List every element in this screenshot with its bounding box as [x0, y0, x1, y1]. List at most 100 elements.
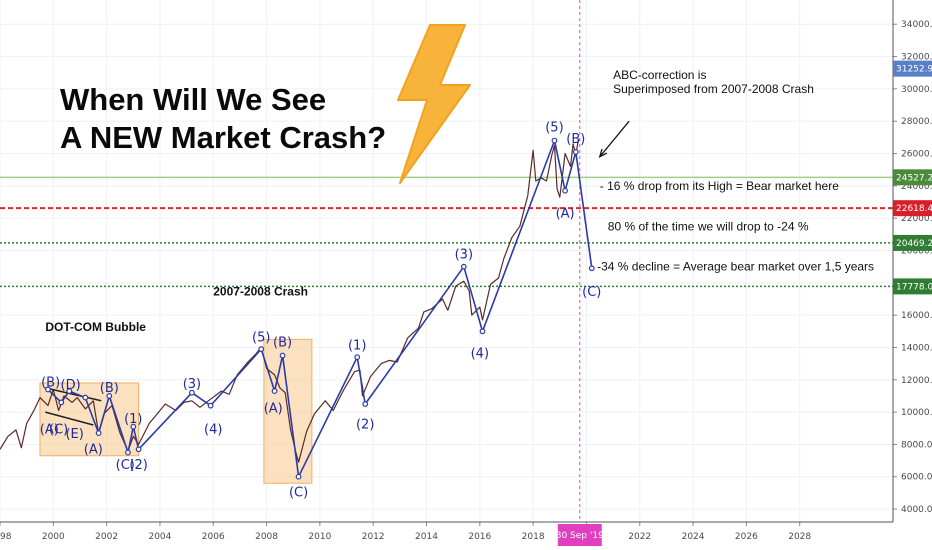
- y-tick-label: 32000.00: [901, 53, 932, 63]
- wave-label: (B): [100, 381, 119, 396]
- wave-node: [66, 388, 73, 394]
- current-price-label: 31252.90: [896, 65, 932, 75]
- y-tick-label: 12000.00: [901, 376, 932, 386]
- highlight-boxes: [39, 338, 313, 484]
- wave-label: (A): [40, 422, 59, 437]
- lightning-bolt-icon: [397, 24, 471, 184]
- x-tick-label: 1998: [0, 532, 12, 542]
- highlight-box: [39, 382, 140, 457]
- price-level-label: 24527.27: [896, 173, 932, 183]
- price-level-label: 17778.02: [896, 282, 932, 292]
- x-tick-label: 2002: [95, 532, 118, 542]
- chart-title-line-2: A NEW Market Crash?: [60, 120, 386, 155]
- wave-node: [295, 473, 302, 480]
- y-tick-label: 22000.00: [901, 214, 932, 224]
- annotation-arrow: [599, 120, 630, 158]
- wave-node: [135, 446, 142, 453]
- wave-count: (B) (D)(A)(C)(E)(B)(1)(A)(C)(2)(3)(4)(5)(…: [40, 120, 602, 500]
- wave-node: [551, 137, 558, 144]
- wave-label: (2): [129, 458, 147, 473]
- x-tick-label: 2006: [202, 532, 225, 542]
- x-tick-label: 2000: [42, 532, 65, 542]
- x-tick-label: 2014: [415, 532, 438, 542]
- arrow-head: [598, 148, 608, 159]
- current-price-badge: [893, 60, 932, 77]
- x-tick-label: 2012: [362, 532, 385, 542]
- y-tick-label: 30000.00: [901, 85, 932, 95]
- x-tick-label: 2010: [308, 532, 331, 542]
- wave-label: (A): [264, 401, 283, 416]
- annotation-text: -34 % decline = Average bear market over…: [597, 259, 874, 273]
- wave-label: (5): [545, 120, 563, 135]
- wave-node: [562, 187, 569, 194]
- wave-label: (5): [252, 330, 270, 345]
- wave-label: (D): [61, 378, 81, 393]
- wave-label: (4): [204, 422, 222, 437]
- channel-trendline: [45, 387, 102, 402]
- wave-node: [362, 401, 369, 407]
- wave-node: [189, 389, 195, 396]
- annotation-text: DOT-COM Bubble: [45, 320, 146, 334]
- channel-trendline: [45, 411, 94, 426]
- wave-label: (E): [65, 427, 83, 442]
- price-level-badge: [893, 169, 932, 186]
- date-marker-badge: [557, 524, 602, 546]
- annotation-text: - 16 % drop from its High = Bear market …: [600, 179, 839, 193]
- wave-label: (1): [124, 412, 142, 427]
- price-level-label: 20469.23: [896, 239, 932, 249]
- y-tick-label: 4000.00: [901, 505, 932, 515]
- wave-node: [258, 346, 265, 352]
- wave-label: (A): [84, 442, 103, 457]
- y-tick-label: 20000.00: [901, 246, 932, 256]
- wave-node: [58, 399, 65, 406]
- price-series: [0, 138, 580, 463]
- annotations: DOT-COM Bubble 2007-2008 Crash ABC-correct…: [45, 68, 874, 334]
- wave-label: (4): [471, 346, 489, 361]
- chart-title-line-1: When Will We See: [60, 82, 326, 117]
- x-tick-label: 2024: [682, 532, 705, 542]
- x-tick-label: 2008: [255, 532, 278, 542]
- wave-node: [207, 402, 214, 409]
- x-tick-label: 2028: [788, 532, 811, 542]
- y-tick-label: 6000.00: [901, 473, 932, 483]
- wave-label: (C): [116, 458, 135, 473]
- wave-label: (A): [556, 207, 575, 222]
- y-tick-label: 34000.00: [901, 20, 932, 30]
- y-tick-label: 10000.00: [901, 408, 932, 418]
- x-tick-label: 2018: [522, 532, 545, 542]
- y-tick-label: 16000.00: [901, 311, 932, 321]
- wave-label: (B): [273, 335, 292, 350]
- price-level-badge: [893, 200, 932, 217]
- price-line: [0, 138, 580, 463]
- price-level-label: 22618.47: [896, 204, 932, 214]
- y-tick-label: 24000.00: [901, 182, 932, 192]
- wave-label: (3): [183, 377, 201, 392]
- wave-node: [572, 149, 579, 155]
- y-tick-label: 8000.00: [901, 440, 932, 450]
- wave-label: (3): [455, 248, 473, 263]
- date-marker-label: 30 Sep '19: [556, 531, 604, 541]
- wave-node: [279, 352, 286, 359]
- wave-label: (C): [49, 422, 68, 437]
- y-tick-label: 26000.00: [901, 150, 932, 160]
- y-tick-label: 28000.00: [901, 117, 932, 127]
- wave-node: [460, 263, 467, 270]
- wave-node: [130, 423, 137, 430]
- wave-label: (C): [582, 285, 601, 300]
- wave-label: (B): [41, 375, 60, 390]
- x-tick-label: 2022: [628, 532, 651, 542]
- horizontal-levels: [0, 0, 893, 522]
- price-level-badge: [893, 278, 932, 295]
- wave-node: [95, 430, 102, 437]
- wave-node: [82, 394, 89, 401]
- wave-node: [106, 393, 113, 399]
- wave-label: (C): [289, 485, 308, 500]
- annotation-text: ABC-correction is: [613, 68, 706, 82]
- wave-label: (1): [348, 339, 366, 354]
- annotation-text: Superimposed from 2007-2008 Crash: [613, 82, 814, 96]
- x-tick-label: 2004: [148, 532, 171, 542]
- wave-node: [45, 386, 51, 393]
